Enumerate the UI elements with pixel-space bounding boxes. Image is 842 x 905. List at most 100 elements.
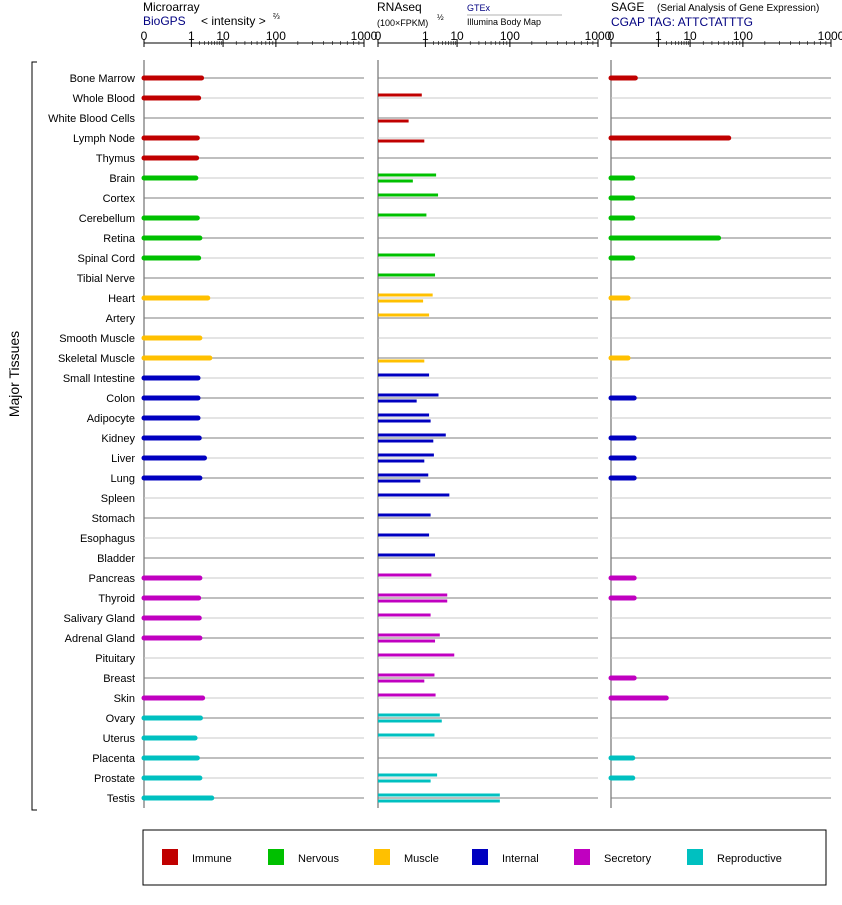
gtex-bar	[378, 293, 433, 297]
gtex-bar	[378, 593, 448, 597]
illumina-bar	[378, 799, 500, 803]
tissue-label: Whole Blood	[73, 93, 135, 105]
tissue-label: Adipocyte	[87, 413, 135, 425]
illumina-bar	[378, 419, 431, 423]
sage-title: SAGE	[611, 0, 644, 14]
gtex-bar	[378, 553, 436, 557]
tissue-label: Spleen	[101, 493, 135, 505]
illumina-bar	[378, 439, 434, 443]
rnaseq-x-tick-label: 0	[375, 29, 382, 43]
gtex-bar	[378, 513, 431, 517]
tissue-label: Smooth Muscle	[59, 333, 135, 345]
sage-x-tick-label: 1	[655, 29, 662, 43]
sage-x-tick-label: 0	[608, 29, 615, 43]
gtex-bar	[378, 673, 435, 677]
legend-swatch-internal	[472, 849, 488, 865]
gtex-bar	[378, 633, 440, 637]
illumina-bar	[378, 679, 425, 683]
tissue-label: Bladder	[97, 553, 135, 565]
gtex-bar	[378, 213, 427, 217]
rnaseq-unit-exp: ½	[437, 13, 444, 22]
tissue-label: Colon	[106, 393, 135, 405]
gtex-bar	[378, 93, 422, 97]
illumina-bar	[378, 459, 425, 463]
y-axis-label: Major Tissues	[6, 331, 22, 417]
sage-x-tick-label: 10	[683, 29, 697, 43]
tissue-label: Uterus	[103, 733, 136, 745]
microarray-x-tick-label: 100	[266, 29, 286, 43]
tissue-label: Salivary Gland	[63, 613, 135, 625]
legend-swatch-muscle	[374, 849, 390, 865]
gtex-bar	[378, 433, 446, 437]
tissue-label: Artery	[106, 313, 136, 325]
tissue-label: Lung	[111, 473, 135, 485]
gtex-bar	[378, 253, 436, 257]
tissue-label: Pancreas	[89, 573, 136, 585]
illumina-bar	[378, 399, 417, 403]
tissue-label: Stomach	[92, 513, 135, 525]
microarray-unit-exp: ⅔	[273, 12, 280, 21]
tissue-label: Thyroid	[98, 593, 135, 605]
legend-swatch-reproductive	[687, 849, 703, 865]
sage-x-tick-label: 1000	[818, 29, 842, 43]
sage-x-tick-label: 100	[733, 29, 753, 43]
gtex-bar	[378, 693, 436, 697]
tissue-label: White Blood Cells	[48, 113, 135, 125]
rnaseq-x-tick-label: 1000	[585, 29, 612, 43]
illumina-bar	[378, 779, 431, 783]
gtex-bar	[378, 173, 437, 177]
gtex-bar	[378, 313, 430, 317]
gtex-bar	[378, 473, 429, 477]
gtex-bar	[378, 573, 432, 577]
gtex-bar	[378, 613, 431, 617]
gtex-bar	[378, 653, 455, 657]
illumina-bar	[378, 719, 442, 723]
illumina-bar	[378, 359, 425, 363]
sage-tag: CGAP TAG: ATTCTATTTG	[611, 15, 753, 29]
microarray-x-tick-label: 1	[188, 29, 195, 43]
legend-label-internal: Internal	[502, 853, 539, 865]
tissue-label: Spinal Cord	[78, 253, 135, 265]
tissue-label: Tibial Nerve	[77, 273, 135, 285]
illumina-bar	[378, 639, 436, 643]
illumina-bar	[378, 139, 425, 143]
microarray-x-tick-label: 10	[216, 29, 230, 43]
illumina-bar	[378, 599, 448, 603]
microarray-x-tick-label: 1000	[351, 29, 378, 43]
rnaseq-x-tick-label: 10	[450, 29, 464, 43]
legend-swatch-secretory	[574, 849, 590, 865]
gtex-bar	[378, 393, 439, 397]
legend-swatch-nervous	[268, 849, 284, 865]
gtex-bar	[378, 273, 436, 277]
rnaseq-x-tick-label: 100	[500, 29, 520, 43]
gtex-bar	[378, 413, 430, 417]
legend-label-immune: Immune	[192, 853, 232, 865]
tissue-label: Retina	[103, 233, 136, 245]
gtex-bar	[378, 493, 450, 497]
tissue-label: Esophagus	[80, 533, 136, 545]
rnaseq-source-illumina: Illumina Body Map	[467, 17, 541, 27]
tissue-label: Lymph Node	[73, 133, 135, 145]
microarray-source: BioGPS	[143, 14, 186, 28]
tissue-label: Kidney	[101, 433, 135, 445]
rnaseq-title: RNAseq	[377, 0, 422, 14]
tissue-label: Brain	[109, 173, 135, 185]
tissue-label: Cortex	[103, 193, 136, 205]
gtex-bar	[378, 733, 435, 737]
tissue-label: Bone Marrow	[70, 73, 135, 85]
gtex-bar	[378, 793, 500, 797]
illumina-bar	[378, 479, 421, 483]
y-axis-bracket	[31, 61, 37, 811]
legend-label-muscle: Muscle	[404, 853, 439, 865]
illumina-bar	[378, 299, 424, 303]
gtex-bar	[378, 373, 430, 377]
tissue-label: Adrenal Gland	[65, 633, 135, 645]
tissue-label: Skin	[114, 693, 135, 705]
tissue-label: Ovary	[106, 713, 136, 725]
tissue-label: Pituitary	[95, 653, 135, 665]
gtex-bar	[378, 193, 439, 197]
tissue-label: Skeletal Muscle	[58, 353, 135, 365]
gtex-bar	[378, 773, 438, 777]
